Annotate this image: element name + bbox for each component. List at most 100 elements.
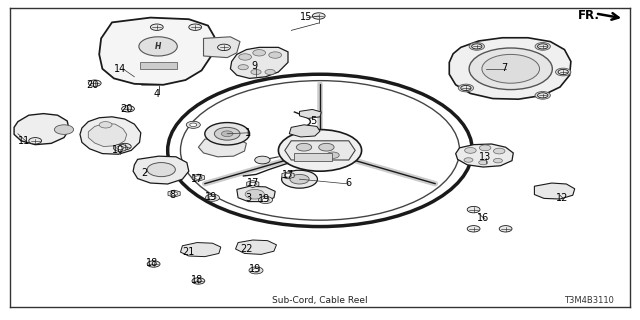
Text: 19: 19 xyxy=(205,192,218,202)
Circle shape xyxy=(493,148,505,154)
Polygon shape xyxy=(168,190,180,197)
Text: 21: 21 xyxy=(182,247,195,257)
FancyBboxPatch shape xyxy=(294,153,332,161)
Circle shape xyxy=(214,127,240,140)
Circle shape xyxy=(170,192,178,195)
Circle shape xyxy=(150,24,163,30)
Polygon shape xyxy=(300,109,321,118)
Circle shape xyxy=(251,69,261,75)
Circle shape xyxy=(122,106,134,112)
Polygon shape xyxy=(456,144,513,167)
Circle shape xyxy=(458,84,474,92)
Circle shape xyxy=(538,44,548,49)
Text: 8: 8 xyxy=(170,189,176,200)
Text: 9: 9 xyxy=(252,60,258,71)
Circle shape xyxy=(255,156,270,164)
Circle shape xyxy=(88,80,101,86)
Circle shape xyxy=(29,138,42,144)
Polygon shape xyxy=(230,47,288,78)
Circle shape xyxy=(189,24,202,30)
Circle shape xyxy=(168,74,472,227)
Text: 17: 17 xyxy=(191,173,204,184)
Text: 19: 19 xyxy=(248,264,261,275)
Circle shape xyxy=(278,130,362,171)
Circle shape xyxy=(147,163,175,177)
Circle shape xyxy=(464,158,473,162)
Polygon shape xyxy=(237,186,275,202)
Circle shape xyxy=(54,125,74,134)
Polygon shape xyxy=(80,117,141,154)
Circle shape xyxy=(469,43,484,50)
Text: 22: 22 xyxy=(240,244,253,254)
Circle shape xyxy=(245,189,264,199)
Polygon shape xyxy=(534,183,575,199)
Polygon shape xyxy=(133,156,189,184)
Polygon shape xyxy=(14,114,69,145)
Circle shape xyxy=(467,206,480,213)
Circle shape xyxy=(147,261,160,267)
Circle shape xyxy=(252,268,260,272)
Text: 12: 12 xyxy=(556,193,568,203)
Polygon shape xyxy=(192,174,205,181)
Circle shape xyxy=(249,267,263,274)
Circle shape xyxy=(326,152,339,158)
Text: 18: 18 xyxy=(146,258,159,268)
Circle shape xyxy=(469,48,552,90)
Circle shape xyxy=(556,68,571,76)
Text: 16: 16 xyxy=(477,213,490,223)
Circle shape xyxy=(535,92,550,99)
Circle shape xyxy=(262,198,269,202)
Circle shape xyxy=(221,131,233,137)
Circle shape xyxy=(269,52,282,58)
Circle shape xyxy=(290,174,309,184)
Text: 17: 17 xyxy=(246,178,259,188)
Circle shape xyxy=(209,196,216,200)
Circle shape xyxy=(482,54,540,83)
Text: H: H xyxy=(155,42,161,51)
Circle shape xyxy=(118,143,131,150)
Circle shape xyxy=(285,174,292,177)
Circle shape xyxy=(250,182,256,186)
FancyBboxPatch shape xyxy=(140,62,177,69)
Text: 11: 11 xyxy=(18,136,31,146)
Polygon shape xyxy=(236,240,276,254)
Text: Sub-Cord, Cable Reel: Sub-Cord, Cable Reel xyxy=(272,296,368,305)
Circle shape xyxy=(139,37,177,56)
Text: 6: 6 xyxy=(346,178,352,188)
Text: 14: 14 xyxy=(114,64,127,74)
Text: FR.: FR. xyxy=(578,9,600,22)
Circle shape xyxy=(479,160,488,165)
Circle shape xyxy=(205,194,220,201)
Text: 1: 1 xyxy=(245,128,252,138)
Text: 2: 2 xyxy=(141,168,147,178)
Text: T3M4B3110: T3M4B3110 xyxy=(564,296,614,305)
Circle shape xyxy=(253,50,266,56)
Circle shape xyxy=(99,122,112,128)
Circle shape xyxy=(465,148,476,153)
Text: 18: 18 xyxy=(191,275,204,285)
Text: 4: 4 xyxy=(154,89,160,100)
Circle shape xyxy=(296,143,312,151)
Polygon shape xyxy=(449,38,571,99)
Circle shape xyxy=(218,44,230,51)
Polygon shape xyxy=(204,37,240,58)
Circle shape xyxy=(467,226,480,232)
Circle shape xyxy=(499,226,512,232)
Circle shape xyxy=(205,123,250,145)
Circle shape xyxy=(535,43,550,50)
Text: 13: 13 xyxy=(479,152,492,163)
Text: 5: 5 xyxy=(310,116,317,126)
Circle shape xyxy=(558,69,568,75)
Text: 20: 20 xyxy=(86,80,99,90)
Circle shape xyxy=(538,93,548,98)
Circle shape xyxy=(239,54,252,60)
Text: 10: 10 xyxy=(112,145,125,155)
Circle shape xyxy=(472,44,482,49)
Text: 15: 15 xyxy=(300,12,312,22)
Polygon shape xyxy=(285,141,355,160)
Polygon shape xyxy=(88,123,127,147)
Text: 3: 3 xyxy=(245,193,252,203)
Text: 7: 7 xyxy=(501,63,508,73)
Text: 17: 17 xyxy=(282,170,294,180)
Text: 20: 20 xyxy=(120,104,133,114)
